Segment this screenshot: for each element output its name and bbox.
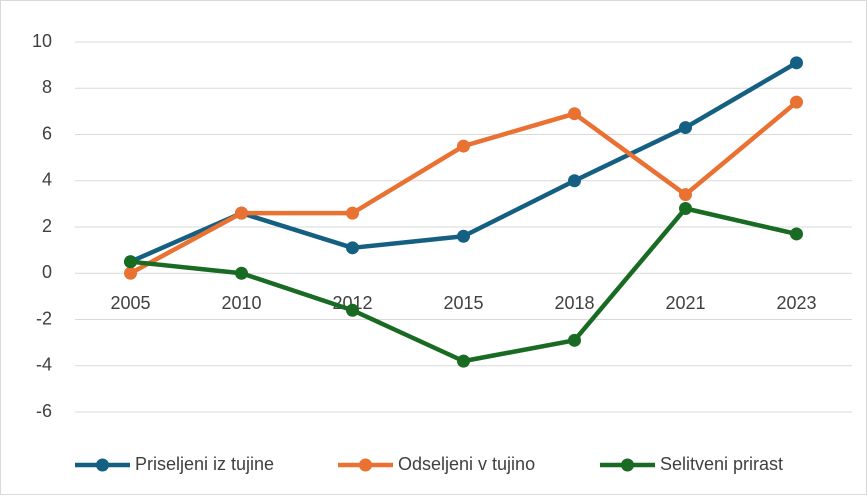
x-tick-label: 2023 [776, 293, 816, 313]
data-point [124, 266, 137, 280]
y-tick-label: -6 [36, 401, 52, 421]
x-tick-label: 2010 [221, 293, 261, 313]
data-point [346, 241, 359, 255]
x-tick-label: 2015 [443, 293, 483, 313]
y-tick-label: 2 [42, 216, 52, 236]
data-point [568, 107, 581, 121]
data-point [235, 266, 248, 280]
data-point [568, 333, 581, 347]
data-point [568, 174, 581, 188]
data-point [346, 303, 359, 317]
y-tick-label: 8 [42, 77, 52, 97]
legend-label: Priseljeni iz tujine [135, 454, 274, 474]
x-tick-label: 2005 [110, 293, 150, 313]
legend-marker [96, 458, 109, 472]
data-point [124, 255, 137, 269]
data-point [790, 95, 803, 109]
legend-label: Selitveni prirast [660, 454, 783, 474]
data-point [679, 121, 692, 135]
data-point [457, 354, 470, 368]
data-point [346, 206, 359, 220]
x-tick-label: 2021 [665, 293, 705, 313]
y-tick-label: -2 [36, 308, 52, 328]
data-point [235, 206, 248, 220]
y-tick-label: -4 [36, 355, 52, 375]
y-tick-label: 0 [42, 262, 52, 282]
y-tick-label: 6 [42, 123, 52, 143]
data-point [790, 56, 803, 70]
x-tick-label: 2018 [554, 293, 594, 313]
data-point [679, 202, 692, 215]
data-point [790, 227, 803, 241]
data-point [457, 139, 470, 153]
legend-marker [359, 458, 372, 472]
y-tick-label: 4 [42, 170, 52, 190]
data-point [457, 229, 470, 243]
legend-marker [621, 458, 634, 472]
y-tick-label: 10 [32, 31, 52, 51]
legend-label: Odseljeni v tujino [398, 454, 535, 474]
data-point [679, 188, 692, 202]
